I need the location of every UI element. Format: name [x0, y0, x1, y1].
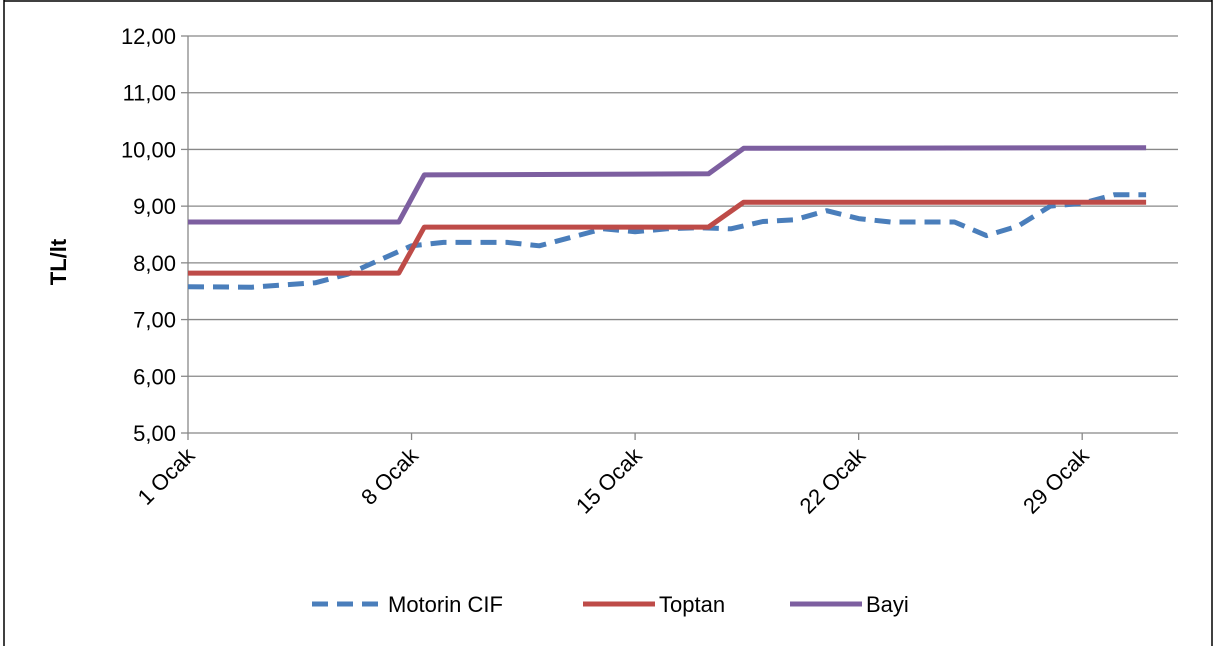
- series-lines: [187, 145, 1147, 290]
- y-tick-label: 6,00: [133, 364, 176, 389]
- y-tick-label: 10,00: [121, 137, 176, 162]
- legend-label: Bayi: [866, 592, 909, 617]
- y-tick-labels: 5,00 6,00 7,00 8,00 9,00 10,00 11,00 12,00: [121, 24, 176, 446]
- x-tick-label: 15 Ocak: [571, 442, 647, 518]
- series-line-bayi: [188, 145, 1147, 225]
- x-tick-label: 1 Ocak: [133, 442, 201, 510]
- y-tick-label: 11,00: [123, 81, 176, 106]
- grid-lines: [188, 35, 1178, 377]
- y-axis-title: TL/lt: [46, 238, 71, 285]
- y-tick-label: 7,00: [133, 308, 176, 333]
- y-tick-label: 8,00: [133, 251, 176, 276]
- legend: Motorin CIF Toptan Bayi: [312, 592, 909, 617]
- axes: [181, 35, 1178, 440]
- x-tick-label: 8 Ocak: [356, 442, 424, 510]
- legend-label: Toptan: [659, 592, 725, 617]
- x-tick-labels: 1 Ocak 8 Ocak 15 Ocak 22 Ocak 29 Ocak: [133, 442, 1095, 518]
- x-tick-label: 29 Ocak: [1018, 442, 1094, 518]
- legend-label: Motorin CIF: [388, 592, 503, 617]
- y-tick-label: 12,00: [121, 24, 176, 49]
- series-line-toptan: [188, 199, 1147, 276]
- x-tick-label: 22 Ocak: [795, 442, 871, 518]
- y-tick-label: 9,00: [133, 194, 176, 219]
- y-tick-label: 5,00: [133, 421, 176, 446]
- series-line-motorin-cif: [187, 192, 1147, 290]
